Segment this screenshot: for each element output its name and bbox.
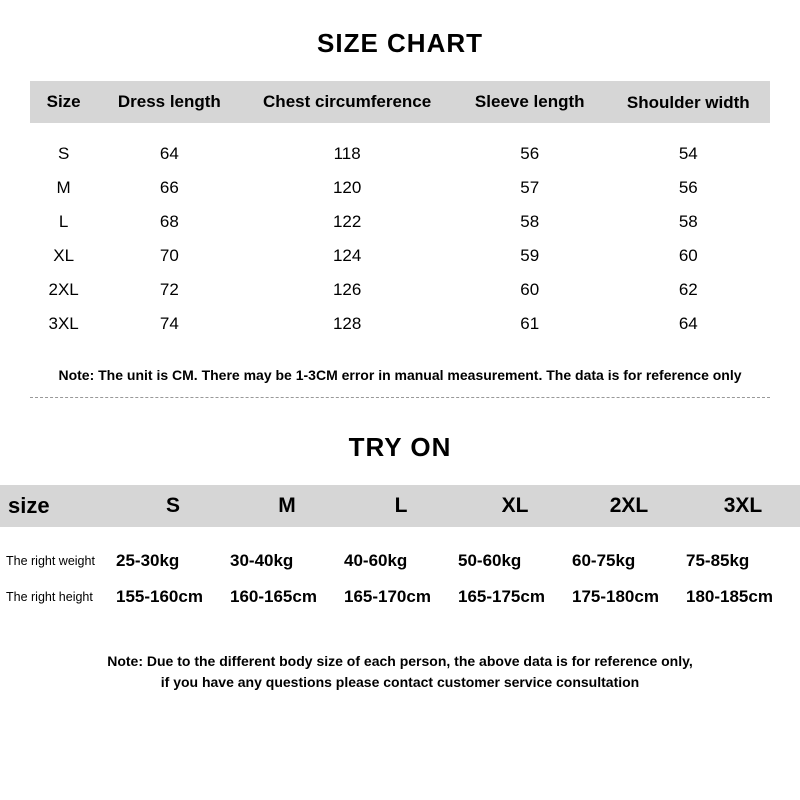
tryon-cell: 165-170cm [344,587,458,607]
cell-shoulder: 56 [607,178,770,198]
tryon-cell: 175-180cm [572,587,686,607]
table-row: 2XL 72 126 60 62 [30,273,770,307]
cell-dress: 68 [97,212,241,232]
tryon-cell: 155-160cm [116,587,230,607]
tryon-body: The right weight 25-30kg 30-40kg 40-60kg… [0,527,800,615]
cell-chest: 128 [241,314,452,334]
cell-size: 2XL [30,280,97,300]
size-chart-note: Note: The unit is CM. There may be 1-3CM… [0,349,800,397]
tryon-cell: 160-165cm [230,587,344,607]
cell-size: 3XL [30,314,97,334]
tryon-cell: 180-185cm [686,587,800,607]
cell-shoulder: 54 [607,144,770,164]
cell-sleeve: 61 [453,314,607,334]
cell-sleeve: 59 [453,246,607,266]
cell-sleeve: 58 [453,212,607,232]
tryon-header-3xl: 3XL [686,494,800,518]
tryon-header-2xl: 2XL [572,494,686,518]
cell-chest: 122 [241,212,452,232]
cell-size: M [30,178,97,198]
cell-dress: 74 [97,314,241,334]
tryon-cell: 60-75kg [572,551,686,571]
header-size: Size [30,92,97,112]
tryon-row-label: The right weight [0,554,116,568]
tryon-cell: 50-60kg [458,551,572,571]
tryon-title: TRY ON [0,398,800,485]
cell-chest: 124 [241,246,452,266]
header-sleeve: Sleeve length [453,92,607,112]
tryon-header-label: size [0,493,116,519]
tryon-header-s: S [116,494,230,518]
tryon-header-m: M [230,494,344,518]
tryon-header-l: L [344,494,458,518]
tryon-cell: 165-175cm [458,587,572,607]
table-row: L 68 122 58 58 [30,205,770,239]
tryon-row-weight: The right weight 25-30kg 30-40kg 40-60kg… [0,543,800,579]
cell-dress: 70 [97,246,241,266]
tryon-row-height: The right height 155-160cm 160-165cm 165… [0,579,800,615]
cell-chest: 118 [241,144,452,164]
tryon-cell: 25-30kg [116,551,230,571]
tryon-header-xl: XL [458,494,572,518]
cell-chest: 126 [241,280,452,300]
size-chart-body: S 64 118 56 54 M 66 120 57 56 L 68 122 5… [30,123,770,349]
cell-dress: 66 [97,178,241,198]
cell-dress: 64 [97,144,241,164]
tryon-row-label: The right height [0,590,116,604]
header-shoulder: Shoulder width [607,91,770,113]
size-chart-title: SIZE CHART [0,0,800,81]
cell-size: L [30,212,97,232]
table-row: 3XL 74 128 61 64 [30,307,770,341]
table-row: S 64 118 56 54 [30,137,770,171]
tryon-cell: 30-40kg [230,551,344,571]
tryon-cell: 75-85kg [686,551,800,571]
cell-shoulder: 60 [607,246,770,266]
cell-shoulder: 62 [607,280,770,300]
header-dress: Dress length [97,92,241,112]
cell-shoulder: 64 [607,314,770,334]
cell-sleeve: 56 [453,144,607,164]
tryon-note-line2: if you have any questions please contact… [161,674,639,690]
size-chart-page: SIZE CHART Size Dress length Chest circu… [0,0,800,800]
header-chest: Chest circumference [241,92,452,112]
cell-size: S [30,144,97,164]
table-row: XL 70 124 59 60 [30,239,770,273]
tryon-note-line1: Note: Due to the different body size of … [107,653,693,669]
cell-shoulder: 58 [607,212,770,232]
cell-dress: 72 [97,280,241,300]
size-chart-header-row: Size Dress length Chest circumference Sl… [30,81,770,123]
cell-chest: 120 [241,178,452,198]
cell-size: XL [30,246,97,266]
tryon-note: Note: Due to the different body size of … [0,615,800,693]
tryon-header-row: size S M L XL 2XL 3XL [0,485,800,527]
cell-sleeve: 57 [453,178,607,198]
tryon-cell: 40-60kg [344,551,458,571]
size-chart-table: Size Dress length Chest circumference Sl… [30,81,770,349]
table-row: M 66 120 57 56 [30,171,770,205]
cell-sleeve: 60 [453,280,607,300]
